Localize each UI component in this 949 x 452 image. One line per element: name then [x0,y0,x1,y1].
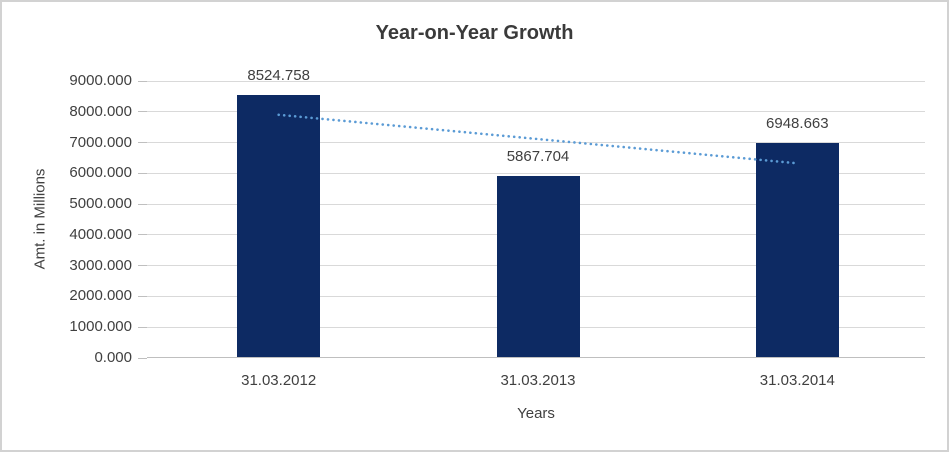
gridline [147,172,925,174]
y-tick-label: 4000.000 [69,225,132,243]
x-tick-label: 31.03.2014 [759,372,835,389]
y-tick-label: 0.000 [94,349,132,366]
chart-title: Year-on-Year Growth [375,22,574,44]
y-axis-tick-mark [138,234,147,236]
y-tick-label: 3000.000 [69,256,132,274]
y-axis-tick-mark [138,326,147,328]
y-axis-title: Amt. in Millions [31,168,49,270]
y-axis-tick-mark [138,172,147,174]
bar-31.03.2013[interactable] [496,176,580,357]
plot-area[interactable]: 0.000 1000.000 2000.000 3000.000 4000.000 500… [69,67,925,366]
x-axis-title: Years [517,405,555,422]
gridline [147,80,925,82]
y-axis-tick-mark [138,111,147,113]
y-axis-tick-mark [138,203,147,205]
y-tick-label: 2000.000 [69,287,132,305]
y-axis-tick-mark [138,142,147,144]
bar-31.03.2014[interactable] [755,143,839,357]
y-tick-label: 5000.000 [69,195,132,213]
y-axis-tick-mark [138,357,147,359]
x-tick-label: 31.03.2012 [241,372,317,389]
bar-31.03.2012[interactable] [237,94,321,357]
y-axis-tick-mark [138,80,147,82]
y-tick-label: 7000.000 [69,133,132,151]
y-axis-tick-mark [138,265,147,267]
y-tick-label: 8000.000 [69,102,132,120]
y-axis-tick-mark [138,295,147,297]
bar-data-label: 8524.758 [247,66,310,84]
gridline [147,111,925,113]
y-tick-label: 1000.000 [69,318,132,336]
bar-data-label: 5867.704 [506,148,570,166]
y-tick-label: 9000.000 [69,72,132,89]
x-tick-label: 31.03.2013 [500,372,576,389]
bar-data-label: 6948.663 [766,115,829,133]
y-tick-label: 6000.000 [69,164,132,182]
